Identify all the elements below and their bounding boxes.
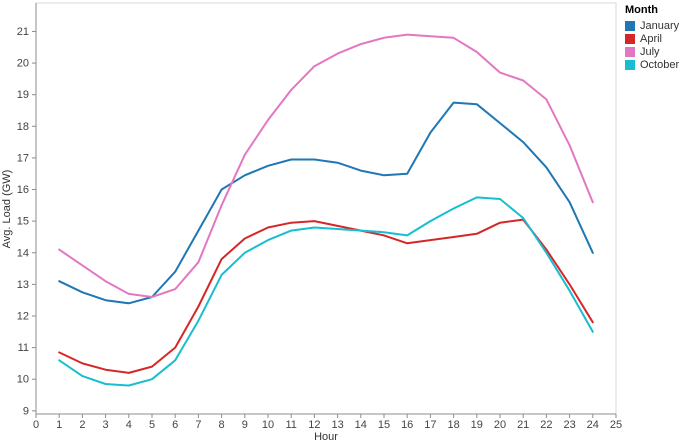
legend: Month January April July October bbox=[625, 4, 699, 71]
series-line-july[interactable] bbox=[58, 33, 594, 298]
y-tick-label: 15 bbox=[17, 216, 29, 228]
x-tick-label: 14 bbox=[355, 419, 367, 431]
x-tick-label: 15 bbox=[378, 419, 390, 431]
series-line-january[interactable] bbox=[58, 101, 594, 305]
legend-title: Month bbox=[625, 4, 658, 16]
y-tick-label: 13 bbox=[17, 279, 29, 291]
y-tick-label: 10 bbox=[17, 374, 29, 386]
x-tick-label: 21 bbox=[517, 419, 529, 431]
y-tick-label: 11 bbox=[18, 342, 29, 354]
x-tick-label: 8 bbox=[219, 419, 225, 431]
x-tick-label: 6 bbox=[172, 419, 178, 431]
legend-items: January April July October bbox=[625, 19, 699, 71]
x-tick-label: 1 bbox=[56, 419, 62, 431]
x-tick-label: 13 bbox=[331, 419, 343, 431]
x-tick-label: 17 bbox=[424, 419, 436, 431]
legend-swatch-icon bbox=[625, 59, 635, 70]
y-tick-label: 12 bbox=[17, 310, 29, 322]
x-tick-label: 25 bbox=[610, 419, 622, 431]
x-tick-label: 2 bbox=[79, 419, 85, 431]
y-tick-label: 21 bbox=[17, 26, 29, 38]
x-tick-label: 11 bbox=[285, 419, 296, 431]
series-line-april[interactable] bbox=[58, 218, 594, 374]
y-tick-label: 17 bbox=[17, 152, 29, 164]
x-axis-title: Hour bbox=[314, 431, 338, 443]
x-tick-label: 3 bbox=[103, 419, 109, 431]
y-tick-label: 9 bbox=[23, 405, 29, 417]
x-tick-label: 20 bbox=[494, 419, 506, 431]
legend-item-label: January bbox=[640, 19, 680, 32]
legend-item-january[interactable]: January bbox=[625, 19, 699, 32]
plot-area bbox=[36, 3, 616, 414]
legend-item-april[interactable]: April bbox=[625, 32, 699, 45]
legend-item-label: October bbox=[640, 58, 680, 71]
x-tick-label: 0 bbox=[33, 419, 39, 431]
x-tick-label: 18 bbox=[447, 419, 459, 431]
y-tick-label: 20 bbox=[17, 58, 29, 70]
x-tick-label: 16 bbox=[401, 419, 413, 431]
y-tick-label: 14 bbox=[17, 247, 29, 259]
legend-item-october[interactable]: October bbox=[625, 58, 699, 71]
legend-swatch-icon bbox=[625, 46, 635, 57]
y-axis-title: Avg. Load (GW) bbox=[1, 170, 13, 249]
y-tick-label: 19 bbox=[17, 89, 29, 101]
y-tick-label: 16 bbox=[17, 184, 29, 196]
x-tick-label: 22 bbox=[540, 419, 552, 431]
series-line-october[interactable] bbox=[58, 196, 594, 387]
legend-item-label: April bbox=[640, 32, 663, 45]
legend-item-july[interactable]: July bbox=[625, 45, 699, 58]
x-tick-label: 5 bbox=[149, 419, 155, 431]
legend-item-label: July bbox=[640, 45, 660, 58]
x-tick-label: 24 bbox=[587, 419, 599, 431]
x-tick-label: 12 bbox=[308, 419, 320, 431]
legend-swatch-icon bbox=[625, 33, 635, 44]
x-tick-label: 9 bbox=[242, 419, 248, 431]
x-tick-label: 10 bbox=[262, 419, 274, 431]
x-tick-label: 7 bbox=[195, 419, 201, 431]
x-tick-label: 23 bbox=[563, 419, 575, 431]
y-tick-label: 18 bbox=[17, 121, 29, 133]
x-tick-label: 19 bbox=[471, 419, 483, 431]
x-tick-label: 4 bbox=[126, 419, 132, 431]
legend-swatch-icon bbox=[625, 20, 635, 31]
